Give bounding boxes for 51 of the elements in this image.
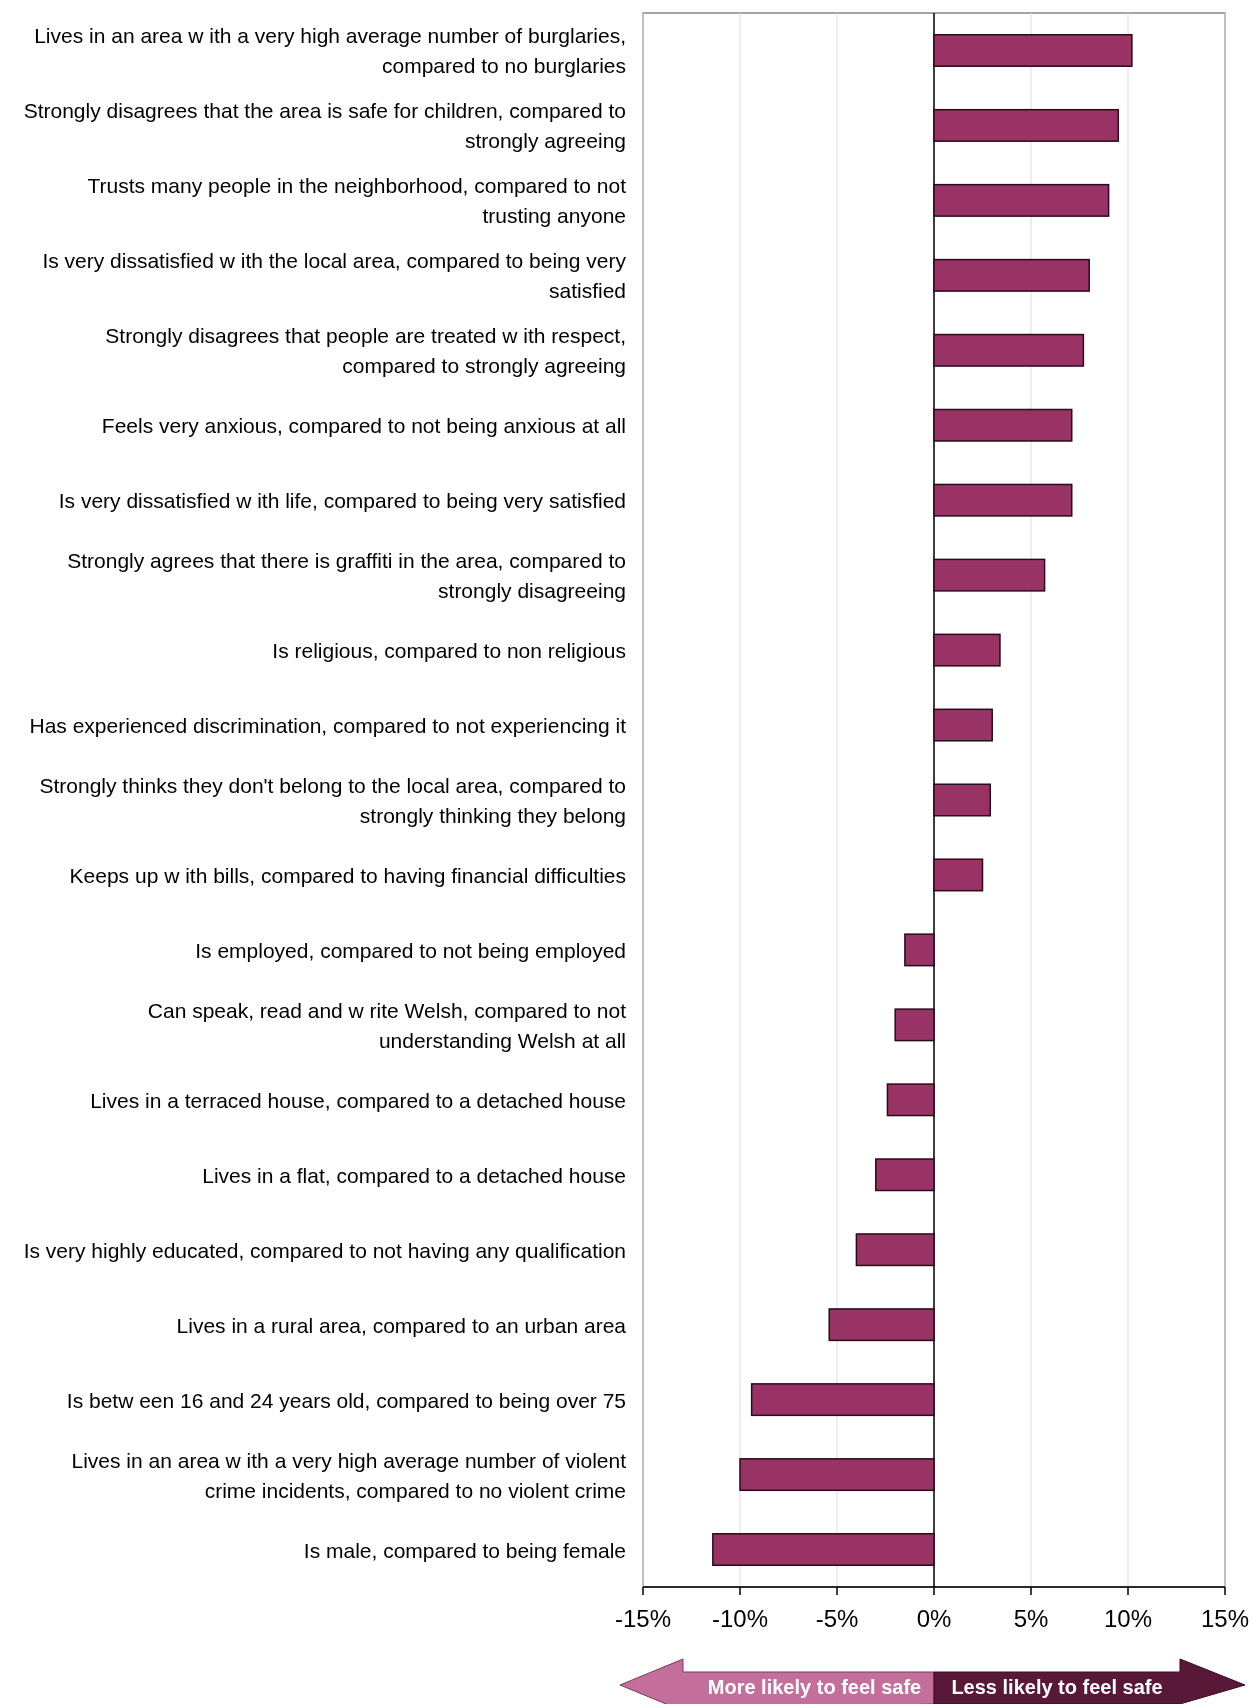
y-tick-label: Is very dissatisfied w ith life, compared to being very satisfied: [58, 488, 626, 512]
x-tick-label: 10%: [1103, 1605, 1153, 1632]
y-tick-label: Lives in an area w ith a very high average number of burglaries, compared to no burglaries: [34, 23, 626, 77]
bar: [739, 1458, 935, 1492]
bar: [933, 183, 1110, 217]
y-tick-label: Is religious, compared to non religious: [272, 638, 626, 662]
bar: [933, 108, 1120, 142]
text: More likely to feel safe: [707, 1676, 922, 1698]
y-tick-label: Trusts many people in the neighborhood, compared to not trusting anyone: [87, 173, 627, 227]
bar: [933, 858, 984, 892]
y-tick-label: Strongly disagrees that people are treated w ith respect, compared to strongly agreeing: [105, 323, 626, 377]
y-tick-label: Is very dissatisfied w ith the local area, compared to being very satisfied: [42, 248, 627, 302]
x-tick-label: 0%: [916, 1605, 952, 1632]
bar: [712, 1533, 935, 1567]
bar: [933, 333, 1085, 367]
y-tick-label: Is male, compared to being female: [303, 1538, 626, 1562]
x-tick-label: -15%: [614, 1605, 672, 1632]
y-tick-label: Strongly disagrees that the area is safe for children, compared to strongly agreeing: [23, 98, 626, 152]
y-tick-label: Has experienced discrimination, compared to not experiencing it: [29, 713, 627, 737]
bar: [933, 708, 993, 742]
y-tick-label: Keeps up w ith bills, compared to having financial difficulties: [69, 863, 626, 887]
bar: [904, 933, 935, 967]
x-tick-label: -5%: [815, 1605, 859, 1632]
y-tick-label: Lives in a terraced house, compared to a detached house: [90, 1088, 626, 1112]
bar: [886, 1083, 935, 1117]
y-tick-label: Lives in an area w ith a very high average number of violent crime incidents, compared to no violent crime: [71, 1448, 627, 1502]
bar: [933, 483, 1073, 517]
bar: [894, 1008, 935, 1042]
bar: [933, 408, 1073, 442]
y-tick-label: Can speak, read and w rite Welsh, compared to not understanding Welsh at all: [147, 998, 627, 1052]
bar: [933, 558, 1046, 592]
x-tick-label: -10%: [711, 1605, 769, 1632]
y-tick-label: Is betw een 16 and 24 years old, compared to being over 75: [66, 1388, 626, 1412]
bar: [933, 33, 1133, 67]
bar: [933, 258, 1090, 292]
bar: [933, 783, 992, 817]
y-tick-label: Feels very anxious, compared to not being anxious at all: [101, 413, 626, 437]
y-tick-label: Is employed, compared to not being employed: [195, 938, 626, 962]
y-tick-label: Strongly thinks they don't belong to the local area, compared to strongly thinking they belong: [39, 773, 626, 827]
x-tick-label: 5%: [1013, 1605, 1049, 1632]
y-tick-label: Is very highly educated, compared to not having any qualification: [23, 1238, 626, 1262]
bar: [855, 1233, 935, 1267]
y-tick-label: Lives in a flat, compared to a detached house: [202, 1163, 626, 1187]
bar: [828, 1308, 935, 1342]
bar: [875, 1158, 935, 1192]
y-tick-label: Strongly agrees that there is graffiti in the area, compared to strongly disagreeing: [67, 548, 626, 602]
bar: [750, 1383, 935, 1417]
text: Less likely to feel safe: [951, 1676, 1163, 1698]
bar: [933, 633, 1001, 667]
y-tick-label: Lives in a rural area, compared to an urban area: [176, 1313, 627, 1337]
x-tick-label: 15%: [1200, 1605, 1250, 1632]
